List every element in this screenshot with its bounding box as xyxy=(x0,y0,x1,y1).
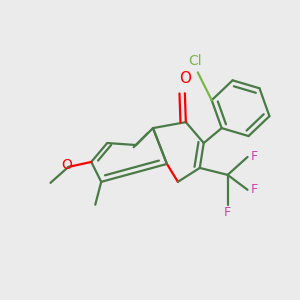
Text: Cl: Cl xyxy=(188,54,202,68)
Text: O: O xyxy=(179,71,191,86)
Text: F: F xyxy=(250,183,258,196)
Text: O: O xyxy=(61,158,72,172)
Text: F: F xyxy=(250,151,258,164)
Text: F: F xyxy=(224,206,231,219)
